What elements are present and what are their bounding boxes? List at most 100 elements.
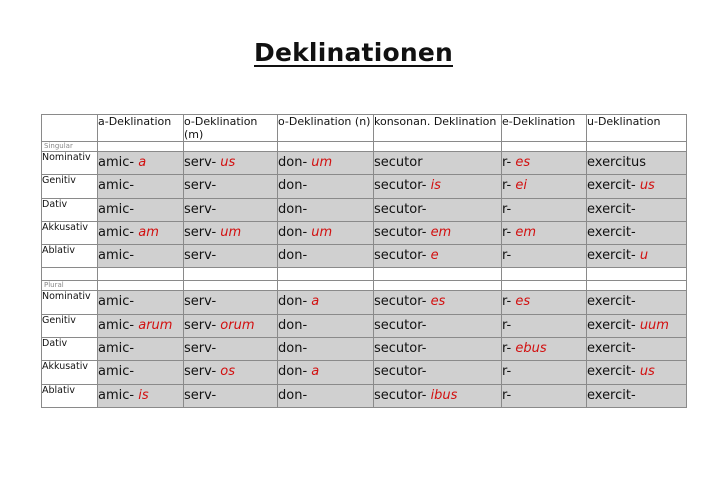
case-label: Dativ	[41, 197, 98, 222]
word-stem: amic-	[98, 387, 135, 403]
table-row: Dativ amic-serv-don-secutor-r-exercit-	[41, 197, 687, 222]
separator-row	[41, 267, 687, 282]
section-spacer-cell	[501, 141, 587, 152]
word-stem: amic-	[98, 224, 135, 240]
word-stem: secutor-	[374, 178, 427, 194]
form-cell: don- a	[277, 290, 374, 315]
word-stem: r-	[502, 341, 512, 357]
word-stem: r-	[502, 364, 512, 380]
form-cell: serv-	[183, 383, 278, 408]
section-spacer-cell	[277, 280, 374, 292]
word-stem: don-	[278, 224, 308, 240]
word-stem: amic-	[98, 155, 135, 170]
header-a-declension: a-Deklination	[97, 114, 184, 142]
case-ending: is	[138, 387, 149, 403]
section-spacer-cell	[586, 141, 687, 152]
case-ending: es	[515, 294, 531, 310]
header-e-declension: e-Deklination	[501, 114, 587, 142]
separator-cell	[41, 267, 98, 282]
word-stem: r-	[502, 155, 512, 170]
section-spacer-cell	[97, 280, 184, 292]
section-row: Singular	[41, 141, 687, 152]
case-label: Genitiv	[41, 174, 98, 199]
header-consonant-declension: konsonan. Deklination	[373, 114, 502, 142]
case-ending: orum	[220, 317, 255, 333]
word-stem: serv-	[184, 364, 217, 380]
form-cell: amic- is	[97, 383, 184, 408]
section-label: Plural	[41, 280, 98, 292]
word-stem: don-	[278, 248, 308, 264]
form-cell: r-	[501, 360, 587, 385]
word-stem: don-	[278, 341, 308, 357]
word-stem: don-	[278, 294, 308, 310]
word-stem: r-	[502, 201, 512, 217]
word-stem: serv-	[184, 155, 217, 170]
word-stem: r-	[502, 248, 512, 264]
word-stem: secutor-	[374, 224, 427, 240]
form-cell: serv-	[183, 290, 278, 315]
case-ending: u	[639, 248, 649, 264]
table-row: Genitiv amic- arum serv- orum don-secutor-r…	[41, 313, 687, 339]
section-spacer-cell	[97, 141, 184, 152]
form-cell: secutor-	[373, 337, 502, 362]
form-cell: amic-	[97, 197, 184, 222]
separator-cell	[373, 267, 502, 282]
case-ending: a	[311, 294, 320, 310]
case-ending: es	[515, 155, 531, 170]
case-ending: us	[220, 155, 236, 170]
header-o-declension-n: o-Deklination (n)	[277, 114, 374, 142]
header-corner	[41, 114, 98, 142]
case-ending: os	[220, 364, 236, 380]
word-stem: r-	[502, 224, 512, 240]
case-ending: es	[430, 294, 446, 310]
form-cell: serv- os	[183, 360, 278, 385]
case-ending: em	[430, 224, 452, 240]
word-stem: serv-	[184, 248, 217, 264]
section-spacer-cell	[373, 141, 502, 152]
table-row: Ablativ amic- is serv-don-secutor- ibus r-e…	[41, 383, 687, 408]
form-cell: secutor- is	[373, 174, 502, 199]
section-spacer-cell	[373, 280, 502, 292]
form-cell: exercit- uum	[586, 313, 687, 339]
form-cell: secutor- es	[373, 290, 502, 315]
word-stem: r-	[502, 294, 512, 310]
form-cell: secutor	[373, 150, 502, 176]
form-cell: amic-	[97, 174, 184, 199]
word-stem: don-	[278, 387, 308, 403]
separator-cell	[183, 267, 278, 282]
table-row: Nominativ amic- a serv- us don- um secutor r-…	[41, 150, 687, 176]
case-ending: a	[311, 364, 320, 380]
header-u-declension: u-Deklination	[586, 114, 687, 142]
case-ending: um	[220, 224, 242, 240]
case-ending: arum	[138, 317, 173, 333]
word-stem: secutor-	[374, 341, 427, 357]
word-stem: exercitus	[587, 155, 647, 170]
word-stem: amic-	[98, 364, 135, 380]
form-cell: secutor-	[373, 197, 502, 222]
table-row: Nominativ amic-serv-don- a secutor- es r- e…	[41, 290, 687, 315]
word-stem: amic-	[98, 294, 135, 310]
form-cell: amic- am	[97, 220, 184, 246]
form-cell: secutor-	[373, 313, 502, 339]
word-stem: don-	[278, 178, 308, 194]
word-stem: amic-	[98, 178, 135, 194]
word-stem: don-	[278, 317, 308, 333]
form-cell: exercit-	[586, 383, 687, 408]
form-cell: exercit-	[586, 337, 687, 362]
word-stem: exercit-	[587, 178, 636, 194]
form-cell: amic-	[97, 360, 184, 385]
case-label: Akkusativ	[41, 360, 98, 385]
word-stem: secutor-	[374, 248, 427, 264]
case-ending: us	[639, 364, 655, 380]
form-cell: r- es	[501, 290, 587, 315]
table-row: Akkusativ amic- am serv- um don- um secutor-…	[41, 220, 687, 246]
form-cell: secutor-	[373, 360, 502, 385]
form-cell: don- a	[277, 360, 374, 385]
case-ending: a	[138, 155, 147, 170]
form-cell: serv-	[183, 244, 278, 269]
separator-cell	[277, 267, 374, 282]
form-cell: don-	[277, 174, 374, 199]
case-label: Ablativ	[41, 244, 98, 269]
form-cell: amic- a	[97, 150, 184, 176]
case-ending: uum	[639, 317, 669, 333]
